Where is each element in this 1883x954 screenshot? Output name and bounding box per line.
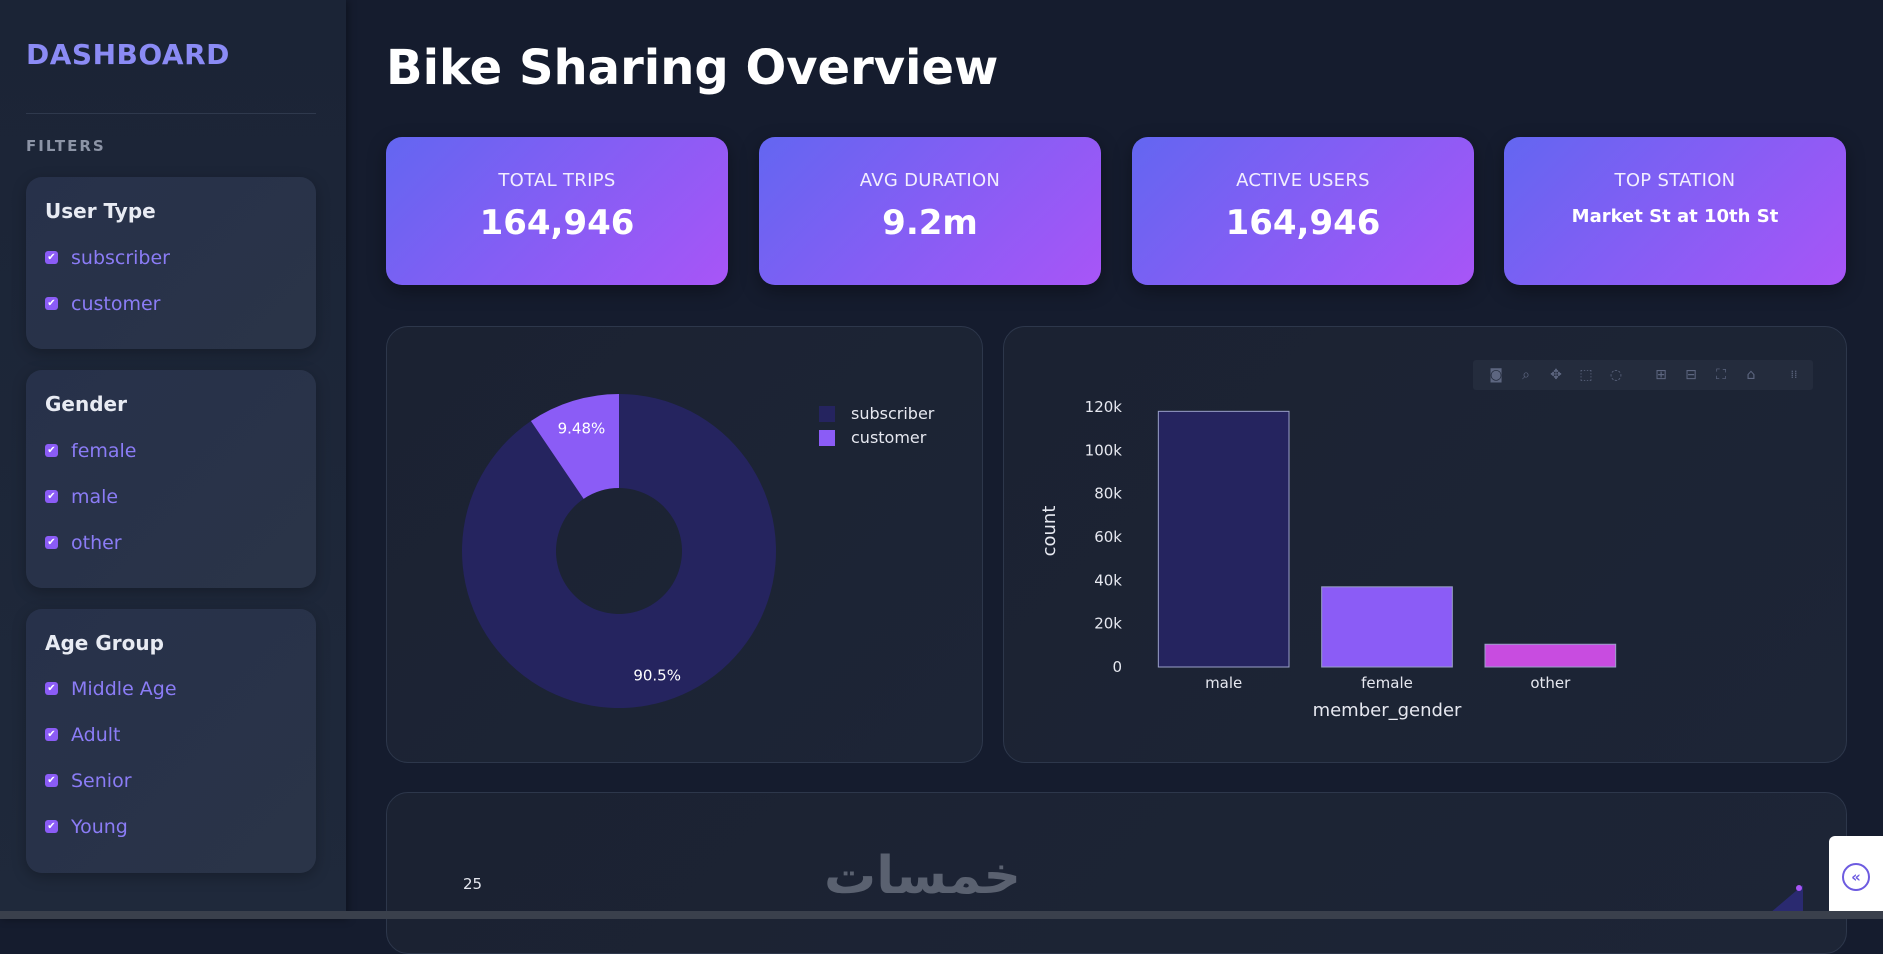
filter-option-middle-age[interactable]: ✔ Middle Age xyxy=(45,678,177,700)
kpi-card-active-users: ACTIVE USERS 164,946 xyxy=(1132,137,1474,285)
brand-title: DASHBOARD xyxy=(26,38,230,71)
chart-toolbar: ◙ ⌕ ✥ ⬚ ◌ ⊞ ⊟ ⛶ ⌂ ⁞⁞ xyxy=(1473,360,1813,390)
x-tick-label: other xyxy=(1530,674,1571,692)
kpi-label: ACTIVE USERS xyxy=(1236,170,1370,191)
checkbox-icon[interactable]: ✔ xyxy=(45,727,58,741)
legend-swatch xyxy=(819,405,835,422)
checkbox-icon[interactable]: ✔ xyxy=(45,250,58,264)
filter-option-senior[interactable]: ✔ Senior xyxy=(45,770,132,792)
double-chevron-left-icon: « xyxy=(1842,863,1870,891)
filter-option-customer[interactable]: ✔ customer xyxy=(45,293,160,315)
y-tick-label: 40k xyxy=(1094,571,1122,589)
watermark: خمسات xyxy=(824,846,1022,906)
checkbox-icon[interactable]: ✔ xyxy=(45,535,58,549)
legend-item-customer[interactable]: customer xyxy=(819,428,926,447)
bar-female[interactable] xyxy=(1321,586,1453,668)
zoom-icon[interactable]: ⌕ xyxy=(1522,367,1530,383)
kpi-value: Market St at 10th St xyxy=(1571,206,1779,227)
zoom-out-icon[interactable]: ⊟ xyxy=(1685,367,1697,383)
lasso-icon[interactable]: ◌ xyxy=(1609,367,1623,383)
sidebar: DASHBOARD FILTERS User Type ✔ subscriber … xyxy=(0,0,346,919)
reset-axes-icon[interactable]: ⌂ xyxy=(1746,367,1756,383)
gender-chart-panel: 0 20k 40k 60k 80k 100k 120k male female other memb… xyxy=(1003,326,1847,763)
box-select-icon[interactable]: ⬚ xyxy=(1579,367,1593,383)
kpi-label: AVG DURATION xyxy=(859,170,1001,191)
age-chart-panel: 25 xyxy=(386,792,1847,954)
camera-icon[interactable]: ◙ xyxy=(1489,367,1503,383)
y-axis-label: count xyxy=(1039,506,1060,557)
y-tick-label: 0 xyxy=(1112,658,1122,676)
kpi-card-total-trips: TOTAL TRIPS 164,946 xyxy=(386,137,728,285)
x-tick-label: female xyxy=(1361,674,1413,692)
kpi-card-top-station: TOP STATION Market St at 10th St xyxy=(1504,137,1846,285)
filter-title: Age Group xyxy=(45,631,164,655)
checkbox-icon[interactable]: ✔ xyxy=(45,819,58,833)
filter-option-other[interactable]: ✔ other xyxy=(45,532,122,554)
donut-slice-customer[interactable] xyxy=(530,394,619,499)
y-tick-label: 100k xyxy=(1085,441,1123,459)
page-title: Bike Sharing Overview xyxy=(386,40,999,96)
y-tick-label: 25 xyxy=(463,875,483,893)
kpi-label: TOTAL TRIPS xyxy=(498,170,616,191)
checkbox-icon[interactable]: ✔ xyxy=(45,773,58,787)
filters-label: FILTERS xyxy=(26,137,106,155)
filter-option-adult[interactable]: ✔ Adult xyxy=(45,724,121,746)
bar-other[interactable] xyxy=(1484,643,1617,668)
legend-swatch xyxy=(819,429,835,446)
area-chart-fragment xyxy=(1763,885,1803,919)
x-tick-label: male xyxy=(1205,674,1242,692)
x-axis-label: member_gender xyxy=(1313,700,1462,721)
kpi-value: 164,946 xyxy=(479,203,635,243)
filter-option-male[interactable]: ✔ male xyxy=(45,486,118,508)
filter-title: Gender xyxy=(45,392,127,416)
filter-group-gender: Gender ✔ female ✔ male ✔ other xyxy=(26,370,316,588)
filter-group-user-type: User Type ✔ subscriber ✔ customer xyxy=(26,177,316,349)
bar-male[interactable] xyxy=(1157,410,1290,668)
filter-group-age-group: Age Group ✔ Middle Age ✔ Adult ✔ Senior ✔ Yo… xyxy=(26,609,316,873)
collapse-sidebar-button[interactable]: « xyxy=(1829,836,1883,916)
plotly-logo-icon[interactable]: ⁞⁞ xyxy=(1790,368,1798,381)
checkbox-icon[interactable]: ✔ xyxy=(45,443,58,457)
y-tick-label: 80k xyxy=(1094,485,1122,503)
checkbox-icon[interactable]: ✔ xyxy=(45,296,58,310)
kpi-card-avg-duration: AVG DURATION 9.2m xyxy=(759,137,1101,285)
y-tick-label: 120k xyxy=(1085,398,1123,416)
y-tick-label: 20k xyxy=(1094,615,1122,633)
pan-icon[interactable]: ✥ xyxy=(1550,367,1562,383)
donut-chart[interactable]: 90.5% 9.48% xyxy=(387,327,982,762)
legend-item-subscriber[interactable]: subscriber xyxy=(819,404,934,423)
checkbox-icon[interactable]: ✔ xyxy=(45,681,58,695)
user-type-chart-panel: 90.5% 9.48% subscriber customer xyxy=(386,326,983,763)
kpi-value: 164,946 xyxy=(1225,203,1381,243)
kpi-label: TOP STATION xyxy=(1614,170,1736,191)
checkbox-icon[interactable]: ✔ xyxy=(45,489,58,503)
window-bottom-edge xyxy=(0,911,1883,919)
y-tick-label: 60k xyxy=(1094,528,1122,546)
donut-slice-subscriber[interactable] xyxy=(462,394,776,708)
kpi-value: 9.2m xyxy=(882,203,978,243)
autoscale-icon[interactable]: ⛶ xyxy=(1716,367,1726,383)
slice-percent-label: 9.48% xyxy=(558,420,606,438)
divider xyxy=(26,113,316,114)
bar-chart[interactable]: 0 20k 40k 60k 80k 100k 120k male female other memb… xyxy=(1004,327,1846,762)
filter-option-subscriber[interactable]: ✔ subscriber xyxy=(45,247,170,269)
filter-title: User Type xyxy=(45,199,156,223)
zoom-in-icon[interactable]: ⊞ xyxy=(1655,367,1667,383)
slice-percent-label: 90.5% xyxy=(633,666,681,684)
filter-option-female[interactable]: ✔ female xyxy=(45,440,137,462)
filter-option-young[interactable]: ✔ Young xyxy=(45,816,128,838)
